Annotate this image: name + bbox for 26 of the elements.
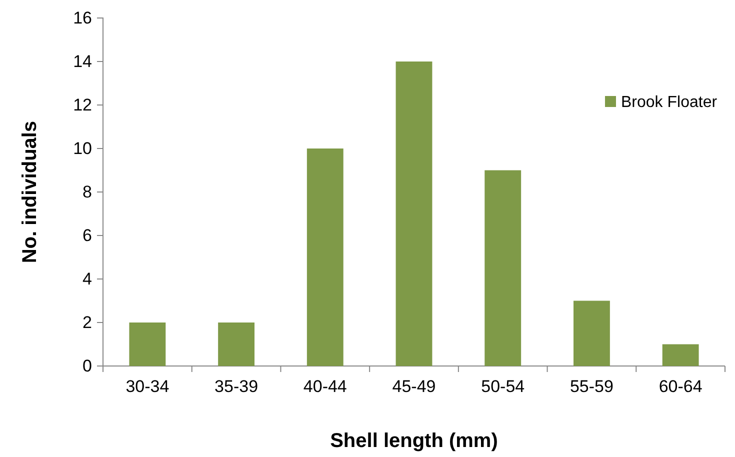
bar: [662, 344, 699, 366]
y-tick-label: 6: [82, 226, 92, 245]
y-tick-label: 10: [73, 138, 92, 158]
y-tick-label: 8: [82, 182, 92, 202]
legend-label: Brook Floater: [621, 94, 718, 111]
y-tick-label: 2: [82, 312, 92, 332]
bar: [218, 322, 254, 366]
bar: [484, 170, 522, 366]
x-tick-label: 60-64: [658, 377, 702, 396]
x-tick-label: 40-44: [303, 377, 347, 396]
y-tick-label: 4: [82, 269, 92, 288]
y-axis-title: No. individuals: [19, 120, 41, 264]
x-tick-label: 50-54: [481, 377, 525, 396]
x-tick-label: 55-59: [570, 377, 614, 396]
bar: [574, 300, 610, 366]
y-tick-label: 16: [73, 8, 92, 28]
y-tick-label: 12: [73, 95, 92, 114]
y-tick-label: 14: [73, 52, 92, 71]
bar: [306, 148, 344, 366]
bar: [129, 322, 166, 366]
x-tick-label: 30-34: [126, 377, 170, 396]
x-tick-label: 45-49: [392, 377, 436, 396]
bar: [396, 62, 432, 366]
y-tick-label: 0: [82, 356, 92, 376]
x-tick-label: 35-39: [214, 377, 258, 396]
x-axis-title: Shell length (mm): [330, 430, 498, 452]
